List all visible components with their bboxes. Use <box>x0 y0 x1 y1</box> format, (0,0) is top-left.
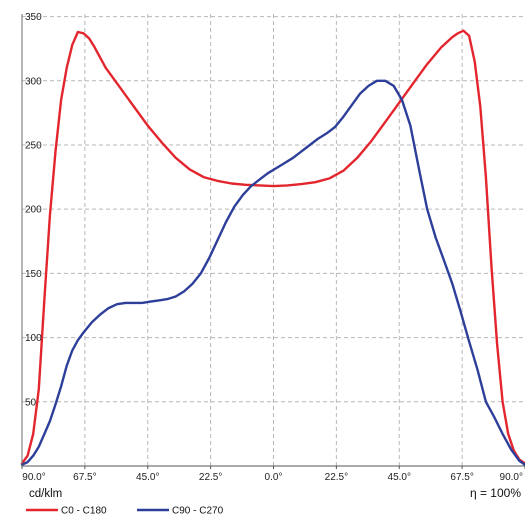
y-tick-label: 50 <box>25 397 37 408</box>
curves <box>20 29 525 466</box>
y-tick-label: 300 <box>25 76 42 87</box>
series-line-c90-c270 <box>20 79 525 466</box>
efficiency-label: η = 100% <box>470 486 521 500</box>
legend-label-c0-c180: C0 - C180 <box>61 506 107 517</box>
x-tick-label: 22.5° <box>325 472 348 483</box>
series-line-c0-c180 <box>20 29 525 465</box>
y-tick-label: 350 <box>25 12 42 23</box>
legend: C0 - C180 C90 - C270 <box>26 506 224 517</box>
unit-label: cd/klm <box>29 488 62 500</box>
y-tick-label: 200 <box>25 205 42 216</box>
y-tick-labels: 50 100 150 200 250 300 350 <box>25 12 42 408</box>
x-tick-label: 67.5° <box>450 472 473 483</box>
x-tick-label: 45.0° <box>388 472 411 483</box>
x-tick-label: 22.5° <box>199 472 222 483</box>
x-tick-label: 67.5° <box>73 472 96 483</box>
x-tick-label: 45.0° <box>136 472 159 483</box>
y-tick-label: 250 <box>25 140 42 151</box>
legend-label-c90-c270: C90 - C270 <box>172 506 224 517</box>
y-tick-label: 100 <box>25 333 42 344</box>
x-tick-label: 0.0° <box>265 472 283 483</box>
x-tick-labels: 90.0° 67.5° 45.0° 22.5° 0.0° 22.5° 45.0° 67.5° 9… <box>21 466 525 483</box>
y-tick-label: 150 <box>25 269 42 280</box>
grid <box>22 14 525 466</box>
x-tick-label: 90.0° <box>22 472 45 483</box>
x-tick-label: 90.0° <box>500 472 523 483</box>
